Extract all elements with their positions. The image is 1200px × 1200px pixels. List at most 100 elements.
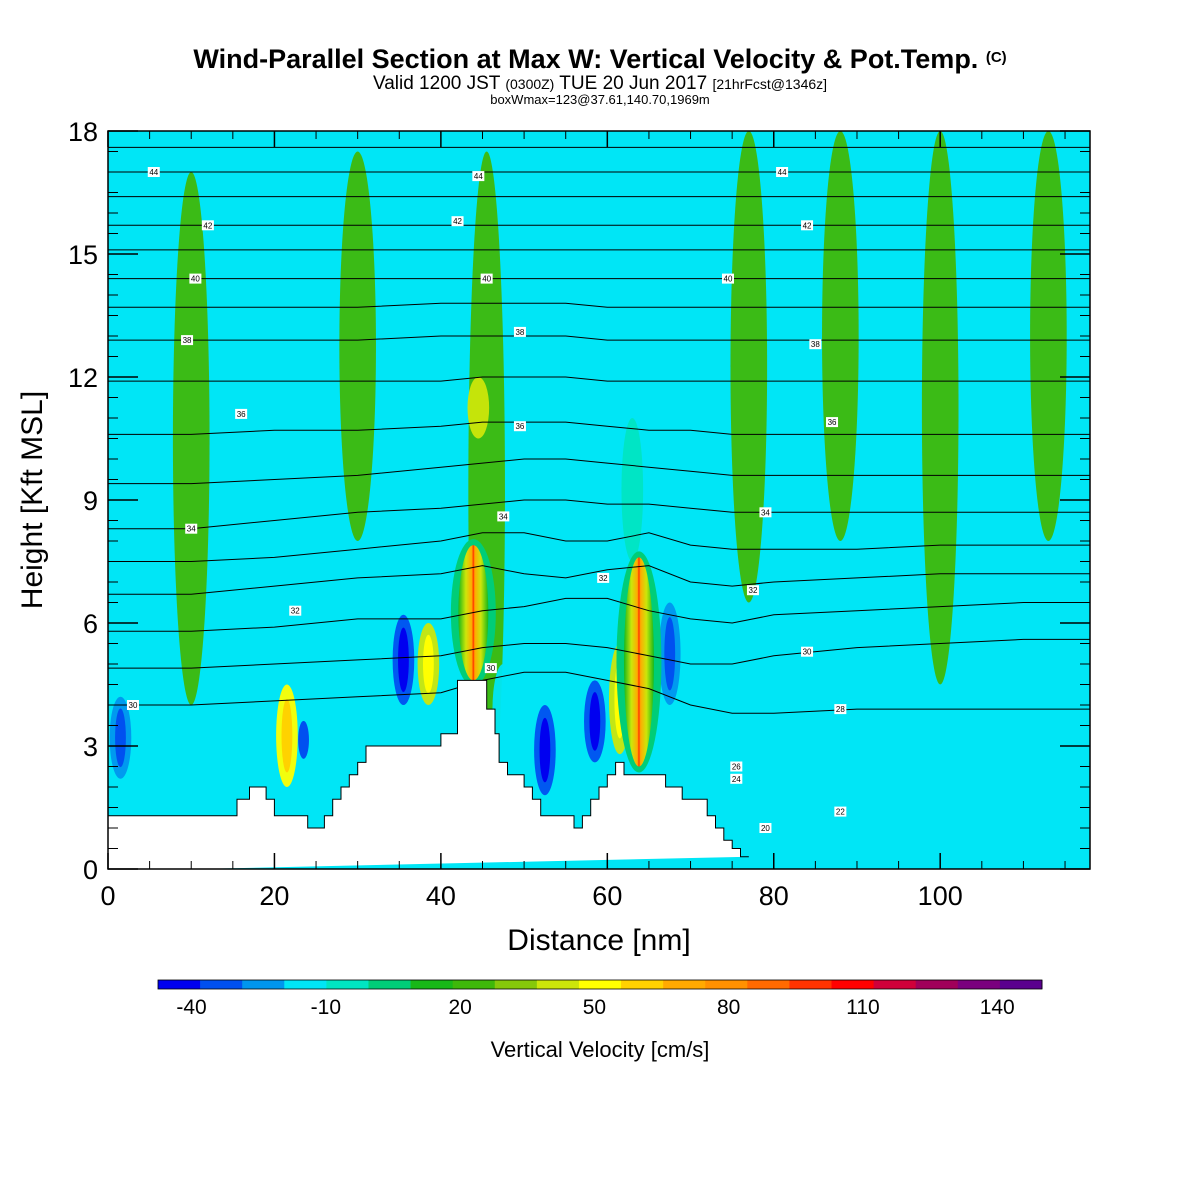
contour-label-bg — [480, 273, 493, 284]
colorbar-swatch — [284, 980, 327, 989]
colorbar-swatch — [368, 980, 412, 989]
y-tick-label: 9 — [83, 486, 98, 516]
contour-label-text: 30 — [129, 701, 138, 710]
x-tick-label: 100 — [918, 881, 963, 911]
contour-label-text: 40 — [724, 275, 733, 284]
contour-label-text: 34 — [761, 508, 770, 517]
plot-area: 44 44 44 42 42 42 40 40 40 38 38 38 36 36 36 34 34 34 32 32… — [108, 131, 1090, 869]
contour-label: 34 — [185, 523, 198, 534]
theta-contour — [108, 458, 1090, 485]
contour-label-text: 40 — [191, 275, 200, 284]
contour-label-text: 32 — [291, 607, 300, 616]
colorbar-swatch — [789, 980, 833, 989]
colorbar-tick-label: 80 — [717, 996, 740, 1019]
contour-label-bg — [472, 171, 485, 182]
colorbar-tick-label: 140 — [980, 996, 1015, 1019]
theta-contour — [108, 376, 1090, 382]
updraft-cell — [921, 131, 959, 685]
colorbar-swatch — [999, 980, 1043, 989]
contour-label-bg — [147, 167, 160, 177]
contour-label-bg — [126, 700, 139, 710]
colorbar-swatch — [663, 980, 706, 989]
contour-label-bg — [809, 339, 822, 350]
downdraft-core — [115, 708, 126, 768]
contour-label: 24 — [730, 773, 743, 784]
contour-label-text: 36 — [237, 410, 246, 419]
colorbar-swatch — [747, 980, 790, 989]
contour-label-text: 22 — [836, 808, 845, 817]
contour-label-bg — [801, 220, 814, 231]
contour-label-text: 44 — [149, 168, 158, 177]
contour-label-bg — [721, 273, 734, 284]
colorbar-swatch — [410, 980, 454, 989]
contour-label-bg — [513, 326, 526, 337]
updraft-core — [422, 634, 434, 694]
contour-label-text: 36 — [828, 418, 837, 427]
downdraft-core — [589, 692, 601, 751]
contour-label-text: 42 — [203, 221, 212, 230]
colorbar-tick-label: -40 — [176, 996, 206, 1019]
downdraft-core — [298, 720, 309, 759]
contour-label-text: 32 — [599, 574, 608, 583]
contour-label-bg — [289, 605, 302, 616]
colorbar-frame — [157, 979, 1043, 990]
contour-label: 40 — [480, 273, 493, 284]
contour-label: 20 — [759, 823, 772, 833]
contour-label-text: 34 — [187, 525, 196, 534]
terrain-outline — [108, 679, 749, 858]
colorbar-swatch — [326, 980, 369, 989]
contour-label: 44 — [472, 171, 485, 182]
contour-label: 32 — [597, 572, 610, 583]
contour-label-text: 44 — [474, 172, 483, 181]
theta-contour — [108, 499, 1090, 530]
contour-label: 34 — [497, 511, 510, 522]
colorbar-swatch — [621, 980, 664, 989]
colorbar-swatch — [873, 980, 917, 989]
colorbar-tick-label: -10 — [311, 996, 341, 1019]
contour-label-text: 24 — [732, 775, 741, 784]
theta-contour — [108, 671, 1090, 714]
contour-label-bg — [730, 773, 743, 784]
contour-label: 40 — [721, 273, 734, 284]
y-tick-label: 15 — [68, 240, 98, 270]
contour-label-text: 42 — [453, 217, 462, 226]
theta-contour — [108, 302, 1090, 308]
chart-subtitle: Valid 1200 JST (0300Z) TUE 20 Jun 2017 [… — [372, 73, 828, 94]
colorbar: -40 -10 20 50 80 110 140 — [157, 979, 1043, 1019]
theta-contour — [108, 565, 1090, 595]
colorbar-swatch — [494, 980, 538, 989]
contour-label: 44 — [776, 167, 789, 177]
contour-label-bg — [759, 823, 772, 833]
contour-label-bg — [834, 704, 847, 715]
theta-contour — [108, 638, 1090, 669]
contour-label-bg — [730, 761, 743, 772]
contour-label-bg — [497, 511, 510, 522]
contour-label-bg — [759, 507, 772, 518]
x-tick-label: 20 — [259, 881, 289, 911]
downdraft-cell — [621, 418, 644, 562]
contour-label: 30 — [484, 663, 497, 674]
contour-label-text: 20 — [761, 824, 770, 833]
contour-label: 36 — [235, 408, 248, 419]
contour-label-text: 30 — [803, 648, 812, 657]
contour-label: 30 — [126, 700, 139, 710]
contour-label: 42 — [451, 216, 464, 227]
updraft-core — [623, 557, 654, 767]
y-tick-label: 18 — [68, 117, 98, 147]
theta-contour — [108, 335, 1090, 341]
x-tick-label: 40 — [426, 881, 456, 911]
contour-label-bg — [451, 216, 464, 227]
contour-label: 22 — [834, 806, 847, 817]
y-axis-label: Height [Kft MSL] — [16, 391, 49, 609]
contour-label: 32 — [746, 585, 759, 596]
contour-label: 36 — [513, 421, 526, 432]
velocity-features — [109, 131, 1067, 828]
x-tick-label: 0 — [100, 881, 115, 911]
contour-label: 36 — [826, 417, 839, 428]
chart-title: Wind-Parallel Section at Max W: Vertical… — [193, 44, 1007, 74]
terrain-mask — [108, 680, 749, 869]
contour-label: 38 — [181, 335, 194, 346]
colorbar-swatch — [200, 980, 243, 989]
contour-label-text: 38 — [811, 340, 820, 349]
